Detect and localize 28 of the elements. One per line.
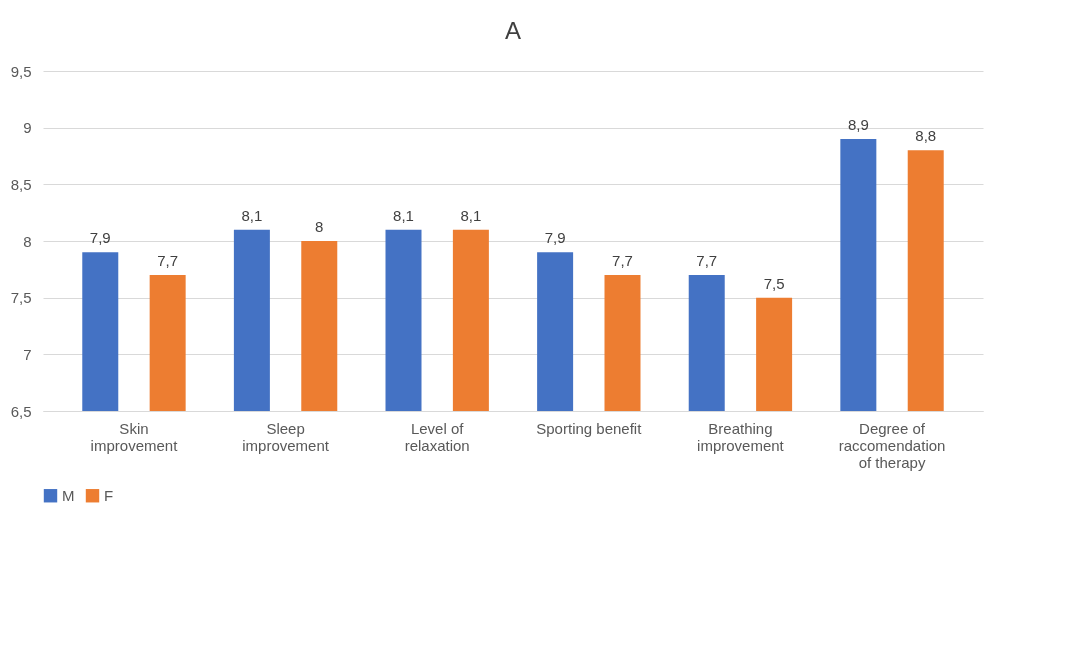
legend-label: F: [104, 486, 114, 504]
y-tick-label: 9: [23, 119, 32, 137]
y-tick-label: 9,5: [10, 62, 32, 80]
data-label: 7,7: [696, 252, 718, 269]
data-label: 7,9: [544, 229, 566, 247]
data-label: 8,1: [241, 206, 263, 224]
y-tick-label: 7,5: [10, 289, 32, 307]
y-tick-label: 8: [23, 232, 32, 250]
x-tick-label: Sporting benefit: [536, 419, 643, 437]
x-tick-label: Degree of raccomendation of therapy: [838, 419, 946, 471]
x-tick-label: Skin improvement: [90, 419, 179, 454]
data-label: 7,7: [157, 252, 179, 269]
x-tick-label: Level of relaxation: [404, 419, 470, 454]
x-tick-label: Sleep improvement: [242, 419, 330, 454]
y-tick-label: 6,5: [10, 402, 32, 420]
data-label: 8,1: [460, 206, 482, 224]
x-tick-label: Breathing improvement: [697, 419, 785, 454]
data-label: 8,8: [915, 127, 937, 145]
data-label: 7,7: [612, 252, 633, 269]
data-label: 8: [315, 218, 324, 235]
y-tick-label: 7: [23, 345, 32, 363]
chart-title: A: [504, 17, 522, 44]
legend-label: M: [62, 486, 75, 504]
data-label: 8,1: [393, 206, 414, 224]
y-tick-label: 8,5: [10, 175, 32, 193]
data-label: 8,9: [847, 116, 869, 133]
data-label: 7,5: [763, 274, 785, 292]
data-label: 7,9: [89, 229, 111, 247]
